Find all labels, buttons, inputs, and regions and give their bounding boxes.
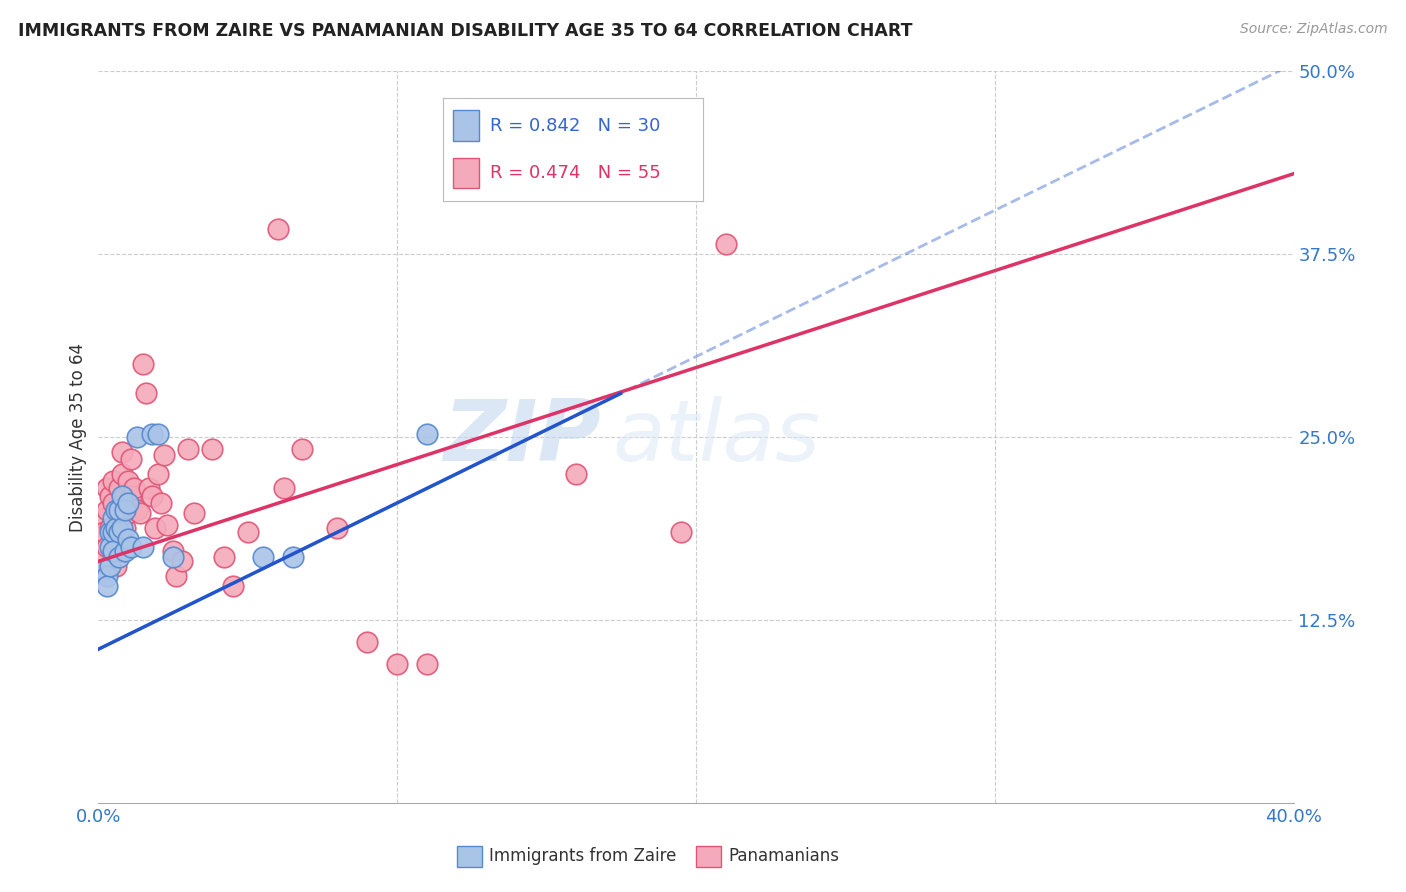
Point xyxy=(105,503,128,517)
Point xyxy=(108,503,131,517)
Point xyxy=(111,489,134,503)
Point xyxy=(150,496,173,510)
Point xyxy=(124,481,146,495)
Point xyxy=(132,540,155,554)
Point xyxy=(201,442,224,456)
Point xyxy=(108,549,131,564)
Point xyxy=(148,427,170,442)
Text: IMMIGRANTS FROM ZAIRE VS PANAMANIAN DISABILITY AGE 35 TO 64 CORRELATION CHART: IMMIGRANTS FROM ZAIRE VS PANAMANIAN DISA… xyxy=(18,22,912,40)
Point xyxy=(114,544,136,558)
Point xyxy=(127,503,149,517)
Point xyxy=(93,562,115,576)
Point xyxy=(222,579,245,593)
Y-axis label: Disability Age 35 to 64: Disability Age 35 to 64 xyxy=(69,343,87,532)
Point xyxy=(108,525,131,540)
Point xyxy=(120,540,142,554)
Point xyxy=(416,657,439,671)
FancyBboxPatch shape xyxy=(453,158,479,188)
Text: ZIP: ZIP xyxy=(443,395,600,479)
Point xyxy=(117,474,139,488)
Text: R = 0.842   N = 30: R = 0.842 N = 30 xyxy=(489,117,659,135)
Point xyxy=(385,657,409,671)
Point xyxy=(98,489,122,503)
Point xyxy=(252,549,274,564)
Point xyxy=(162,549,184,564)
Point xyxy=(127,430,149,444)
Text: R = 0.474   N = 55: R = 0.474 N = 55 xyxy=(489,164,661,182)
Point xyxy=(281,549,304,564)
Point xyxy=(141,489,163,503)
Point xyxy=(141,427,163,442)
Point xyxy=(669,525,692,540)
Point xyxy=(156,517,179,532)
Point xyxy=(93,525,115,540)
Point xyxy=(132,357,155,371)
Point xyxy=(565,467,588,481)
Point xyxy=(148,467,170,481)
Point xyxy=(165,569,187,583)
Point xyxy=(610,181,633,195)
Point xyxy=(114,521,136,535)
Point xyxy=(135,386,157,401)
Point xyxy=(103,544,125,558)
Point xyxy=(108,506,131,520)
Text: Panamanians: Panamanians xyxy=(728,847,839,865)
Point xyxy=(416,427,439,442)
Point xyxy=(291,442,314,456)
Point xyxy=(138,481,160,495)
Point xyxy=(108,481,131,495)
Point xyxy=(96,579,118,593)
Point xyxy=(111,467,134,481)
Point xyxy=(103,496,125,510)
Point xyxy=(120,452,142,467)
Text: atlas: atlas xyxy=(613,395,820,479)
Point xyxy=(96,503,118,517)
Point xyxy=(114,489,136,503)
Point xyxy=(98,558,122,573)
Point xyxy=(212,549,235,564)
Point xyxy=(129,506,152,520)
Point xyxy=(105,521,128,535)
Point xyxy=(98,540,122,554)
Point xyxy=(111,521,134,535)
Point xyxy=(93,510,115,524)
Point xyxy=(267,222,290,236)
Point xyxy=(120,489,142,503)
Point xyxy=(117,506,139,520)
Point xyxy=(326,521,349,535)
Point xyxy=(273,481,295,495)
Point xyxy=(96,569,118,583)
Point xyxy=(117,533,139,547)
Point xyxy=(153,448,176,462)
Point xyxy=(172,554,194,568)
Point xyxy=(111,444,134,458)
Point xyxy=(98,525,122,540)
Text: Immigrants from Zaire: Immigrants from Zaire xyxy=(489,847,676,865)
Point xyxy=(183,506,205,520)
Point xyxy=(105,558,128,573)
Point xyxy=(98,521,122,535)
Point xyxy=(117,496,139,510)
Point xyxy=(236,525,259,540)
Point xyxy=(114,503,136,517)
Point xyxy=(96,481,118,495)
Point xyxy=(103,525,125,540)
Point xyxy=(103,544,125,558)
FancyBboxPatch shape xyxy=(453,111,479,141)
Point xyxy=(103,510,125,524)
Point xyxy=(162,544,184,558)
Point xyxy=(111,503,134,517)
Point xyxy=(714,237,737,252)
Point xyxy=(105,521,128,535)
Point xyxy=(103,474,125,488)
Point xyxy=(177,442,200,456)
Point xyxy=(143,521,166,535)
Point xyxy=(96,540,118,554)
Point xyxy=(356,635,378,649)
Text: Source: ZipAtlas.com: Source: ZipAtlas.com xyxy=(1240,22,1388,37)
Point xyxy=(90,554,112,568)
